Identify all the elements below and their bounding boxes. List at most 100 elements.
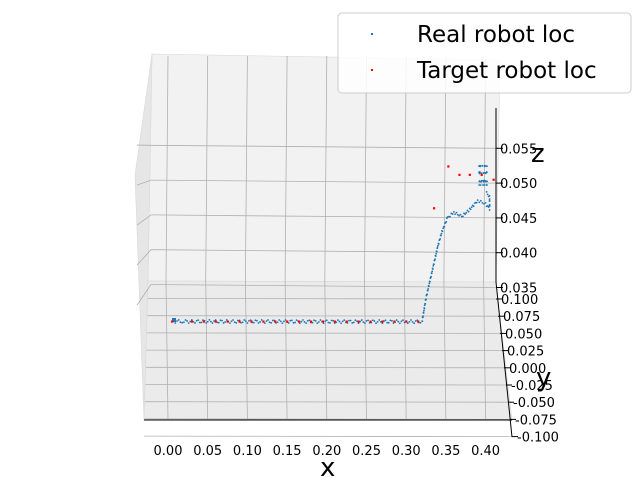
- z-tick-label: 0.045: [500, 212, 537, 227]
- real-robot-point: [478, 180, 481, 183]
- real-robot-point: [365, 319, 368, 322]
- real-robot-point: [479, 164, 481, 167]
- real-robot-point: [410, 319, 412, 321]
- y-gridline: [146, 332, 501, 334]
- real-robot-point: [179, 321, 182, 324]
- real-robot-point: [483, 179, 486, 182]
- real-robot-point: [470, 206, 473, 209]
- y-gridline: [143, 435, 513, 438]
- real-robot-point: [259, 321, 262, 323]
- real-robot-point: [423, 309, 425, 312]
- target-robot-point: [309, 320, 313, 323]
- real-robot-point: [208, 318, 211, 321]
- target-robot-point: [393, 320, 396, 323]
- real-robot-point: [400, 320, 403, 323]
- z-gridline: [150, 179, 499, 184]
- real-robot-point: [386, 321, 389, 324]
- real-robot-point: [230, 320, 233, 323]
- z-gridline: [150, 284, 499, 288]
- real-robot-point: [351, 322, 354, 324]
- real-robot-point: [456, 213, 459, 216]
- real-robot-point: [486, 184, 488, 186]
- z-tick-label: 0.050: [500, 177, 537, 192]
- real-robot-point: [387, 321, 390, 324]
- real-robot-point: [267, 319, 269, 321]
- real-robot-point: [205, 322, 208, 324]
- x-gridline: [245, 55, 248, 282]
- real-robot-point: [270, 321, 273, 324]
- real-robot-point: [279, 320, 282, 323]
- real-robot-point: [466, 209, 469, 212]
- real-robot-point: [289, 319, 292, 322]
- real-robot-point: [235, 321, 238, 324]
- real-robot-point: [441, 230, 444, 233]
- real-robot-point: [484, 201, 487, 204]
- real-robot-point: [391, 319, 393, 322]
- real-robot-point: [306, 320, 309, 322]
- real-robot-point: [248, 319, 250, 322]
- target-robot-point: [286, 320, 289, 323]
- real-robot-point: [451, 213, 454, 215]
- real-robot-point: [419, 321, 422, 324]
- real-robot-point: [186, 320, 188, 322]
- real-robot-point: [294, 321, 296, 324]
- real-robot-point: [437, 242, 440, 245]
- real-robot-point: [224, 321, 227, 323]
- y-gridline: [145, 384, 507, 386]
- real-robot-point: [421, 320, 424, 323]
- real-robot-point: [373, 320, 376, 322]
- x-tick-label: 0.30: [392, 444, 421, 459]
- real-robot-point: [330, 319, 333, 322]
- real-robot-point: [485, 165, 488, 168]
- real-robot-point: [479, 199, 482, 202]
- real-robot-point: [484, 172, 487, 175]
- real-robot-point: [395, 319, 398, 321]
- real-robot-point: [265, 320, 268, 323]
- real-robot-point: [257, 322, 260, 324]
- real-robot-point: [292, 321, 295, 324]
- real-robot-point: [340, 322, 342, 325]
- real-robot-point: [244, 320, 247, 323]
- real-robot-point: [278, 319, 281, 321]
- legend-label-target: Target robot loc: [416, 58, 597, 84]
- target-robot-point: [274, 320, 277, 323]
- real-robot-point: [488, 203, 491, 206]
- real-robot-point: [379, 320, 382, 323]
- y-tick-label: 0.075: [503, 310, 540, 325]
- real-robot-point: [189, 320, 192, 323]
- target-robot-point: [262, 320, 265, 323]
- real-robot-point: [354, 319, 357, 322]
- real-robot-point: [475, 201, 478, 204]
- real-robot-point: [414, 320, 417, 322]
- real-robot-point: [256, 319, 258, 322]
- real-robot-point: [488, 198, 491, 201]
- real-robot-point: [187, 322, 190, 324]
- real-robot-point: [271, 319, 274, 322]
- real-robot-point: [452, 211, 455, 213]
- y-tick-label: -0.100: [517, 431, 559, 446]
- real-robot-point: [439, 238, 442, 240]
- real-robot-point: [338, 320, 341, 323]
- real-robot-point: [433, 263, 435, 266]
- target-robot-point: [492, 178, 495, 181]
- x-gridline: [165, 55, 169, 282]
- real-robot-point: [455, 211, 458, 214]
- real-robot-point: [478, 184, 481, 186]
- real-robot-point: [343, 319, 346, 322]
- real-robot-point: [425, 298, 427, 301]
- target-robot-point: [417, 320, 420, 323]
- real-robot-point: [430, 272, 433, 275]
- legend-box: [337, 12, 632, 94]
- real-robot-point: [443, 225, 446, 228]
- real-robot-point: [398, 322, 401, 325]
- real-robot-point: [284, 319, 287, 321]
- legend-marker-target: [371, 69, 373, 71]
- z-gridline: [150, 144, 499, 149]
- target-robot-point: [298, 320, 301, 323]
- real-robot-point: [254, 319, 257, 322]
- real-robot-point: [317, 321, 320, 323]
- real-robot-point: [195, 319, 198, 322]
- real-robot-point: [442, 227, 445, 230]
- real-robot-point: [197, 319, 200, 322]
- x-tick-label: 0.40: [471, 444, 500, 459]
